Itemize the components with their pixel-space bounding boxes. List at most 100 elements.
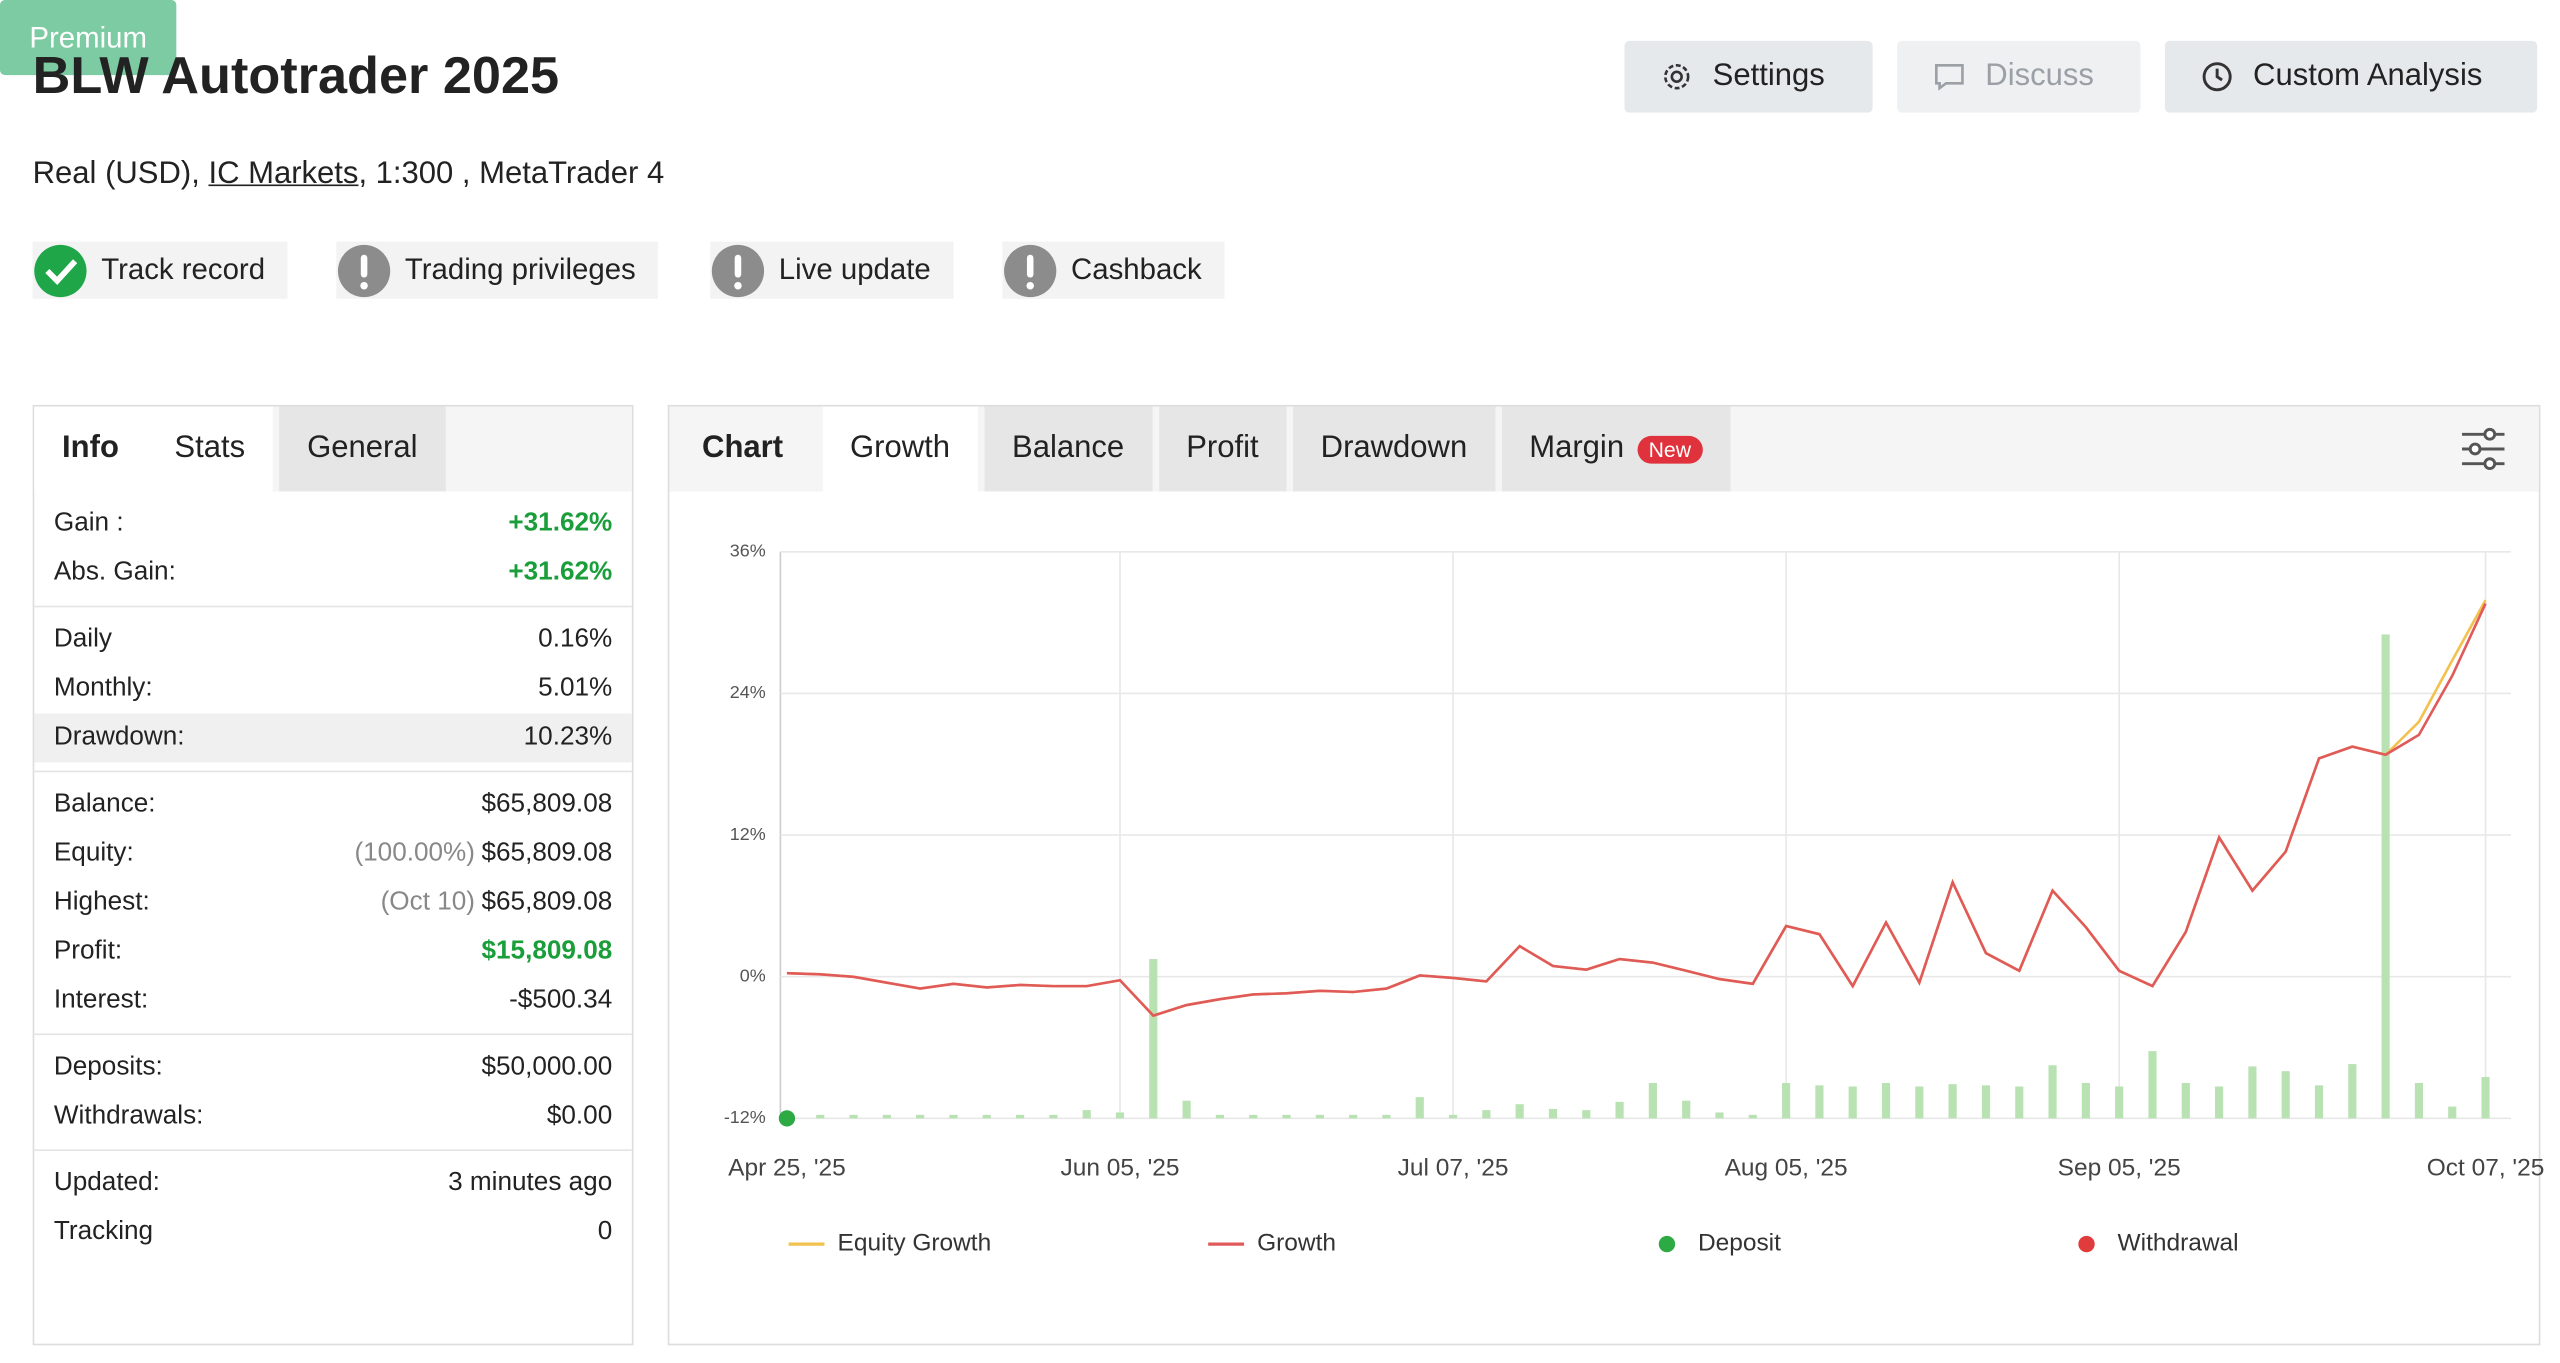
bar — [1981, 1085, 1991, 1119]
account-type: Real (USD), — [32, 156, 200, 192]
badge-label: Live update — [778, 253, 931, 286]
settings-button[interactable]: Settings — [1624, 40, 1873, 113]
tab[interactable]: Balance — [984, 406, 1152, 492]
info-value: $0.00 — [546, 1102, 613, 1130]
tab[interactable]: Info — [34, 406, 147, 492]
warning-icon — [1004, 244, 1057, 297]
chart-tabs: Chart Growth Balance Profit Drawdown Mar… — [669, 406, 2539, 492]
info-label: Daily — [53, 625, 112, 654]
bar — [2115, 1086, 2124, 1119]
custom-analysis-button[interactable]: Custom Analysis — [2164, 40, 2538, 113]
bar — [1482, 1110, 1491, 1119]
info-label: Interest: — [53, 986, 149, 1014]
info-label: Highest: — [53, 888, 150, 916]
bar — [2048, 1065, 2057, 1119]
legend-label: Growth — [1257, 1230, 1336, 1257]
new-badge: New — [1637, 435, 1703, 463]
bar — [816, 1114, 825, 1119]
info-row: Withdrawals: $0.00 — [34, 1092, 632, 1141]
tab[interactable]: General — [279, 406, 446, 492]
bar — [916, 1114, 925, 1119]
bar — [2081, 1082, 2090, 1119]
bar — [1915, 1086, 1924, 1119]
bar — [2215, 1086, 2224, 1119]
bar — [1149, 959, 1158, 1119]
info-value: -$500.34 — [509, 986, 613, 1014]
info-row: Monthly: 5.01% — [34, 664, 632, 713]
bar — [1049, 1114, 1058, 1119]
info-value: $65,809.08 — [481, 839, 613, 867]
info-value-cell: -$500.34 — [509, 986, 612, 1015]
point — [778, 1110, 796, 1127]
info-panel: Info Stats General Gain : +31.62% Abs. Gai… — [32, 404, 634, 1346]
legend-swatch — [1658, 1235, 1676, 1253]
bar — [1448, 1114, 1458, 1119]
info-value-cell: 5.01% — [538, 674, 612, 703]
info-value: +31.62% — [508, 558, 613, 587]
info-row: Profit: $15,809.08 — [34, 927, 632, 976]
info-row: Daily 0.16% — [34, 616, 632, 665]
info-value-cell: $65,809.08 — [482, 790, 613, 819]
tab[interactable]: Profit — [1158, 406, 1287, 492]
x-tick-label: Aug 05, '25 — [1725, 1154, 1848, 1181]
bar — [1215, 1114, 1224, 1119]
info-value-cell: 10.23% — [524, 723, 613, 752]
info-row: Drawdown: 10.23% — [34, 713, 632, 763]
bar — [2148, 1051, 2157, 1119]
info-label: Drawdown: — [53, 723, 185, 752]
info-row: Abs. Gain: +31.62% — [34, 549, 632, 598]
badge[interactable]: Cashback — [1002, 241, 1225, 299]
badge[interactable]: Live update — [710, 241, 954, 299]
tab[interactable]: Stats — [146, 406, 273, 492]
bar — [2281, 1071, 2290, 1119]
bar — [2181, 1082, 2190, 1119]
bar — [1115, 1112, 1125, 1119]
broker-link[interactable]: IC Markets — [208, 156, 359, 192]
discuss-button[interactable]: Discuss — [1897, 40, 2141, 113]
badge[interactable]: Trading privileges — [336, 241, 659, 299]
badge[interactable]: Track record — [32, 241, 288, 299]
bar — [2314, 1085, 2324, 1119]
bar — [1349, 1114, 1358, 1119]
legend-label: Deposit — [1698, 1230, 1781, 1257]
y-tick-label: 12% — [730, 824, 766, 844]
title: BLW Autotrader 2025 — [32, 45, 560, 105]
bar — [949, 1114, 958, 1119]
bar — [2248, 1066, 2257, 1119]
info-group: Balance: $65,809.08 Equity: (100.00%) $65,80… — [34, 770, 632, 1034]
legend-label: Equity Growth — [838, 1230, 992, 1257]
bar — [1548, 1108, 1558, 1119]
bar — [1582, 1110, 1591, 1119]
info-label: Updated: — [53, 1168, 160, 1197]
bar — [1648, 1082, 1657, 1119]
legend-swatch — [2078, 1235, 2095, 1253]
tab[interactable]: Growth — [822, 406, 978, 492]
info-value: $65,809.08 — [481, 888, 613, 916]
tab-label: Margin — [1529, 431, 1625, 466]
premium-button[interactable]: Premium — [0, 0, 177, 76]
y-tick-label: 0% — [740, 965, 766, 985]
info-value: $15,809.08 — [481, 937, 613, 965]
info-group: Gain : +31.62% Abs. Gain: +31.62% — [34, 491, 632, 605]
bar — [1249, 1114, 1258, 1119]
filter-icon[interactable] — [2459, 426, 2508, 472]
info-label: Abs. Gain: — [53, 558, 176, 587]
bar — [2448, 1106, 2457, 1119]
x-tick-label: Apr 25, '25 — [728, 1154, 846, 1181]
bar — [1082, 1110, 1091, 1119]
x-tick-label: Jun 05, '25 — [1061, 1154, 1180, 1181]
info-label: Tracking — [53, 1217, 154, 1246]
bar — [2348, 1064, 2357, 1119]
info-row: Updated: 3 minutes ago — [34, 1159, 632, 1208]
y-tick-label: 36% — [730, 541, 766, 561]
info-value: $50,000.00 — [481, 1053, 613, 1081]
bar — [1715, 1112, 1724, 1119]
bar — [2481, 1077, 2490, 1119]
tab[interactable]: Drawdown — [1292, 406, 1495, 492]
info-value-cell: +31.62% — [508, 558, 612, 587]
info-value: 5.01% — [538, 674, 613, 703]
tab[interactable]: Margin New — [1501, 406, 1731, 492]
info-label: Monthly: — [53, 674, 153, 703]
tab: Chart — [702, 431, 784, 466]
info-label: Equity: — [53, 839, 134, 867]
